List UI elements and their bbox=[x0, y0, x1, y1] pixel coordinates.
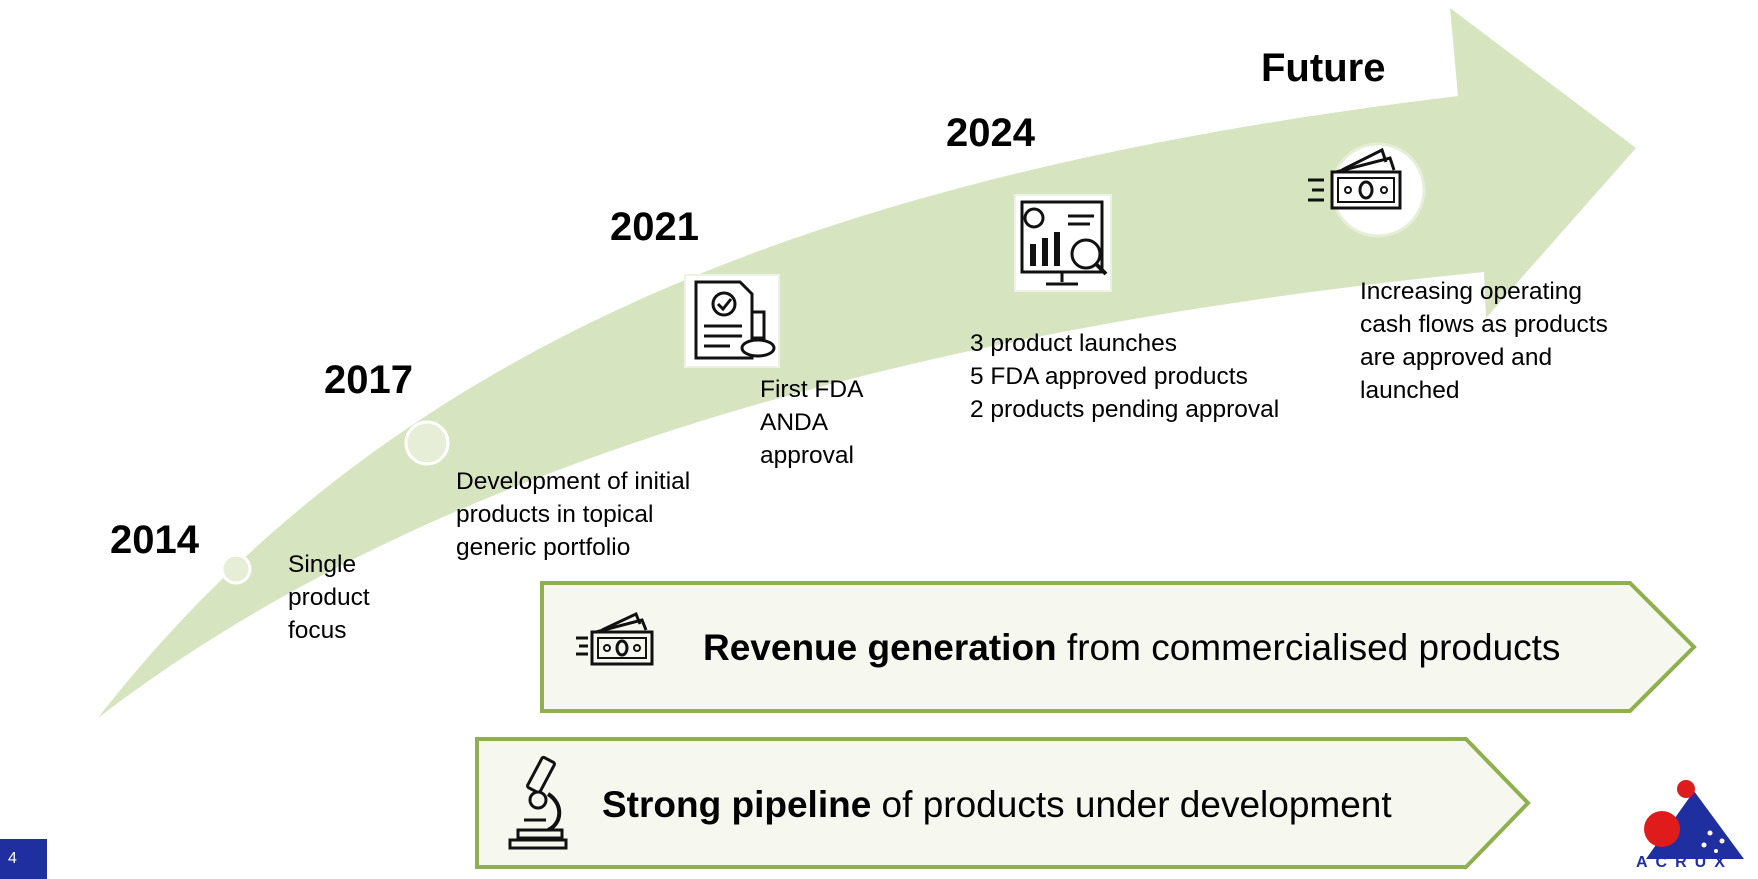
analytics-monitor-icon bbox=[1014, 194, 1112, 292]
page-number: 4 bbox=[0, 839, 47, 879]
money-icon bbox=[1306, 142, 1426, 238]
milestone-desc-future: Increasing operating cash flows as produ… bbox=[1360, 278, 1608, 404]
pipeline-banner-rest: of products under development bbox=[871, 784, 1392, 825]
revenue-banner-rest: from commercialised products bbox=[1056, 627, 1561, 668]
pipeline-banner bbox=[475, 737, 1531, 869]
microscope-icon bbox=[504, 754, 570, 850]
approval-document-icon bbox=[684, 274, 780, 368]
revenue-banner bbox=[540, 581, 1697, 713]
milestone-desc-2017: Development of initial products in topic… bbox=[456, 468, 691, 561]
revenue-banner-bold: Revenue generation bbox=[703, 627, 1057, 668]
milestone-year-2021: 2021 bbox=[610, 205, 699, 249]
milestone-year-2017: 2017 bbox=[324, 358, 413, 402]
milestone-year-2014: 2014 bbox=[110, 518, 199, 562]
milestone-year-2024: 2024 bbox=[946, 111, 1035, 155]
milestone-dot-2017 bbox=[404, 420, 450, 466]
growth-arrow bbox=[98, 8, 1636, 718]
pipeline-banner-text: Strong pipeline of products under develo… bbox=[602, 786, 1392, 823]
revenue-banner-text: Revenue generation from commercialised p… bbox=[703, 629, 1560, 666]
milestone-desc-2021: First FDA ANDA approval bbox=[760, 376, 864, 469]
milestone-dot-2014 bbox=[220, 553, 252, 585]
money-icon bbox=[574, 610, 658, 676]
acrux-logo bbox=[1644, 780, 1744, 859]
milestone-desc-2014: Single product focus bbox=[288, 551, 370, 644]
acrux-logo-text: ACRUX bbox=[1636, 854, 1733, 871]
pipeline-banner-bold: Strong pipeline bbox=[602, 784, 872, 825]
milestone-desc-2024: 3 product launches 5 FDA approved produc… bbox=[970, 330, 1280, 423]
milestone-year-future: Future bbox=[1261, 46, 1386, 90]
